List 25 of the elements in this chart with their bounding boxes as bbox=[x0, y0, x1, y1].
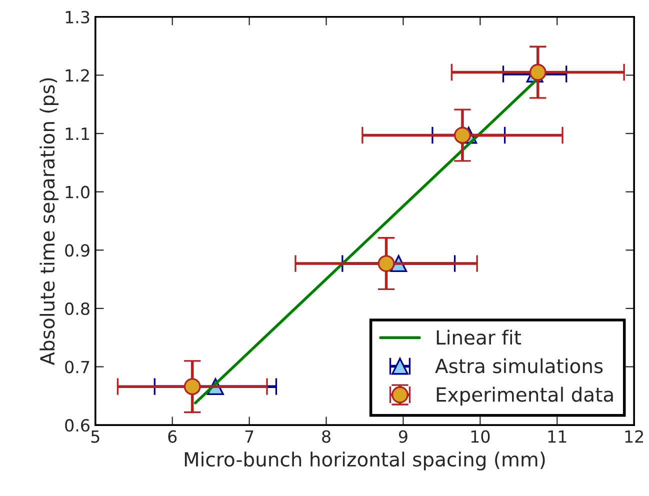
y-axis-title: Absolute time separation (ps) bbox=[40, 78, 58, 366]
point bbox=[378, 255, 395, 272]
y-tick-label: 1.2 bbox=[66, 69, 89, 82]
x-tick-label: 5 bbox=[91, 430, 100, 443]
y-tick-label: 1.3 bbox=[66, 10, 90, 24]
x-tick-label: 7 bbox=[245, 430, 254, 443]
point bbox=[184, 378, 201, 396]
y-tick-label: 1.1 bbox=[66, 128, 90, 140]
x-tick-label: 9 bbox=[398, 430, 408, 443]
y-tick-label: 1.0 bbox=[66, 186, 90, 198]
x-tick-label: 10 bbox=[471, 430, 490, 443]
x-tick-label: 6 bbox=[168, 430, 177, 443]
y-tick-label: 0.6 bbox=[65, 419, 90, 432]
point bbox=[454, 126, 471, 144]
point bbox=[529, 64, 546, 81]
y-tick-label: 0.9 bbox=[65, 244, 90, 257]
y-tick-label: 0.7 bbox=[65, 360, 90, 374]
legend-label: Experimental data bbox=[436, 386, 613, 406]
legend-label: Astra simulations bbox=[435, 358, 603, 374]
x-tick-label: 8 bbox=[322, 430, 330, 443]
legend-label: Linear fit bbox=[436, 330, 521, 345]
y-tick-label: 0.8 bbox=[65, 302, 90, 316]
x-tick-label: 12 bbox=[625, 430, 644, 443]
x-axis-title: Micro-bunch horizontal spacing (mm) bbox=[184, 452, 545, 470]
x-tick-label: 11 bbox=[548, 430, 566, 443]
